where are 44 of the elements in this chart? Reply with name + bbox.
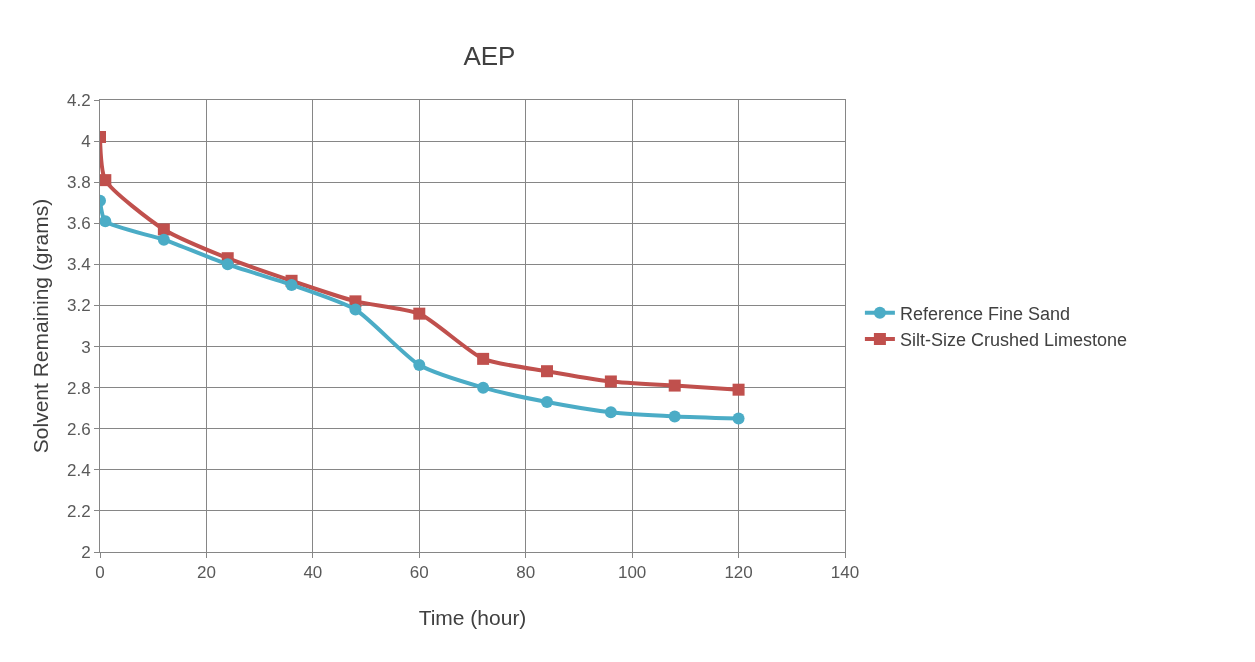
y-tick-label: 3 bbox=[81, 337, 91, 357]
y-axis-title: Solvent Remaining (grams) bbox=[29, 198, 52, 454]
legend-label: Reference Fine Sand bbox=[899, 303, 1071, 324]
y-tick-label: 2.2 bbox=[66, 501, 91, 521]
x-tick-label: 60 bbox=[409, 563, 429, 583]
point bbox=[221, 258, 234, 271]
y-tick-label: 2 bbox=[81, 542, 91, 562]
point bbox=[413, 307, 426, 320]
point bbox=[100, 174, 112, 187]
y-tick-label: 2.6 bbox=[66, 419, 91, 439]
point bbox=[732, 383, 745, 396]
point bbox=[668, 379, 681, 392]
point bbox=[157, 233, 170, 246]
x-tick-label: 20 bbox=[196, 563, 216, 583]
point bbox=[349, 303, 362, 316]
x-tick-label: 0 bbox=[95, 563, 105, 583]
point bbox=[100, 215, 112, 228]
y-tick-label: 3.4 bbox=[66, 255, 91, 275]
point bbox=[541, 365, 553, 378]
point bbox=[157, 223, 170, 236]
x-tick-label: 40 bbox=[303, 563, 323, 583]
point bbox=[285, 278, 298, 291]
x-tick-label: 100 bbox=[617, 563, 647, 583]
x-axis-title: Time (hour) bbox=[418, 606, 527, 629]
y-tick-label: 3.2 bbox=[66, 296, 91, 316]
chart-title: AEP bbox=[463, 40, 516, 71]
y-tick-label: 4 bbox=[81, 132, 91, 152]
point bbox=[668, 410, 681, 423]
point bbox=[604, 406, 617, 419]
point bbox=[541, 396, 553, 409]
y-tick-label: 3.8 bbox=[66, 173, 91, 193]
point bbox=[604, 375, 617, 388]
y-tick-label: 4.2 bbox=[66, 90, 91, 110]
x-tick-label: 120 bbox=[724, 563, 753, 583]
x-tick-label: 140 bbox=[830, 563, 860, 583]
point bbox=[732, 412, 745, 425]
point bbox=[413, 359, 426, 372]
x-tick-label: 80 bbox=[516, 563, 536, 583]
y-tick-label: 3.6 bbox=[66, 214, 91, 234]
legend-label: Silt-Size Crushed Limestone bbox=[899, 330, 1128, 351]
point bbox=[477, 352, 490, 365]
y-tick-label: 2.8 bbox=[66, 378, 91, 398]
point bbox=[477, 381, 490, 394]
y-tick-label: 2.4 bbox=[66, 460, 91, 480]
